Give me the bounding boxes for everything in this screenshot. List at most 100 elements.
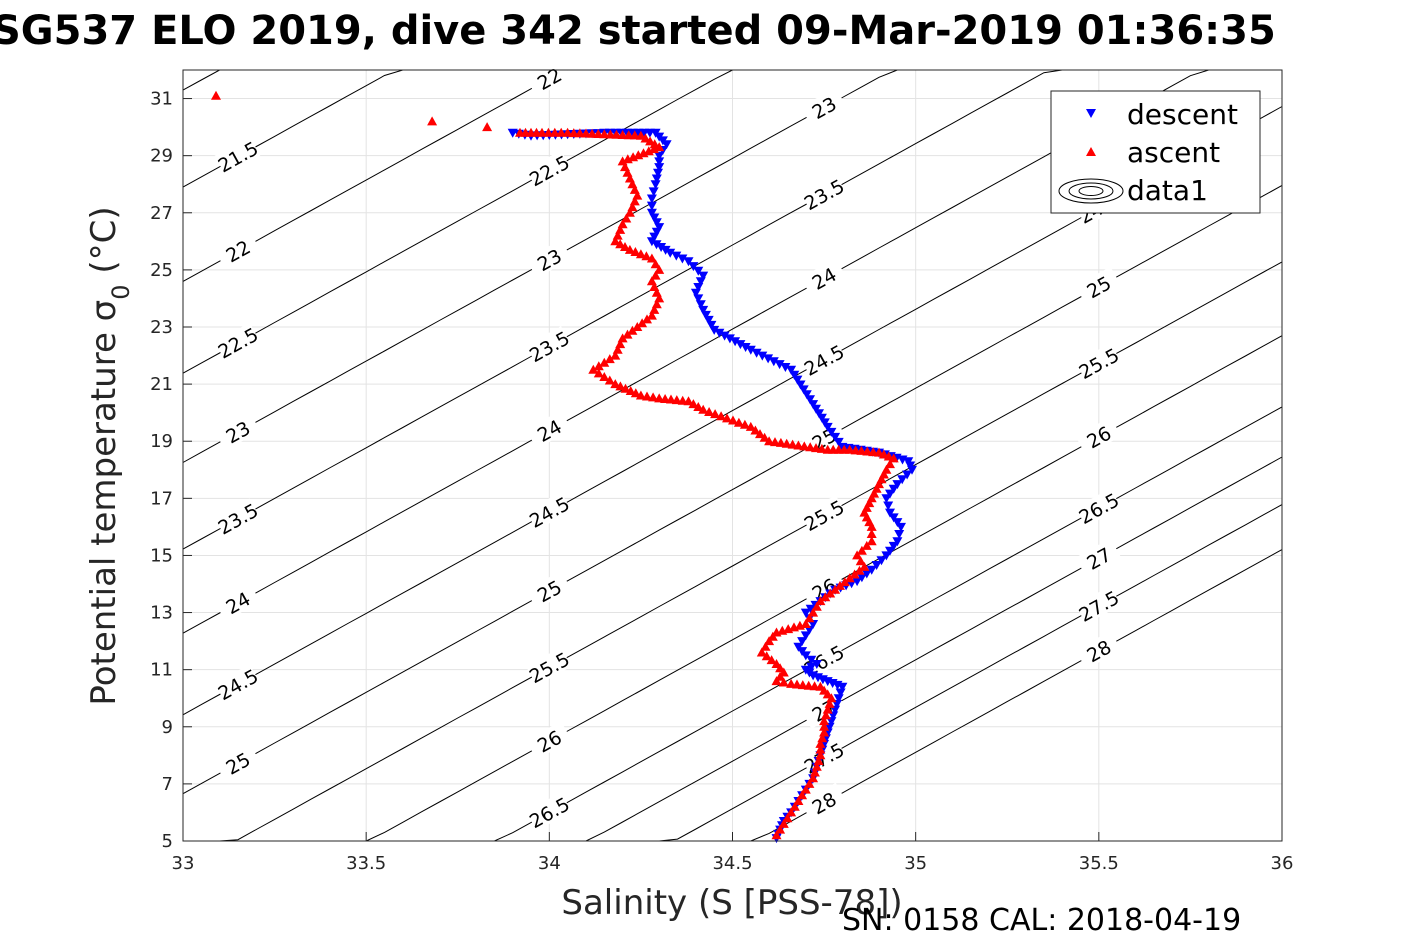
isopycnal-25.5 [183,180,1283,842]
descent-series [507,128,917,844]
ascent-point [855,556,866,566]
x-tick-label: 35 [904,853,927,874]
ascent-point [874,479,884,489]
legend-ascent-marker [1086,147,1096,156]
legend: descent ascent data1 [1050,90,1261,214]
ascent-point [617,333,628,343]
descent-point [805,604,816,614]
descent-point [774,360,785,370]
x-tick-label: 33 [172,853,195,874]
legend-data1-label: data1 [1127,174,1208,207]
ascent-point [427,116,438,126]
ascent-point [698,404,709,414]
ascent-point [556,127,567,137]
contour-label-bg [214,322,261,362]
ascent-point [515,127,525,137]
y-tick-label: 17 [150,488,173,509]
descent-point [894,530,905,539]
descent-point [683,257,694,267]
x-tick-label: 34.5 [712,853,752,874]
ascent-point [612,230,623,240]
ascent-point [817,733,828,743]
ascent-point [645,136,656,146]
descent-point [871,561,882,570]
ascent-point [654,142,665,152]
descent-point [833,437,844,447]
ascent-point [621,213,632,223]
isopycnal-27.5 [586,423,1283,842]
ascent-point [778,818,789,828]
x-tick-label: 36 [1271,853,1294,874]
ascent-point [885,459,895,469]
ascent-point [627,325,638,335]
ascent-point [804,613,815,623]
descent-point [654,163,665,173]
ascent-point [750,425,761,435]
ascent-point [771,830,782,840]
ascent-point [820,710,831,720]
ascent-point [830,584,841,594]
descent-point [837,442,848,452]
contour-label-bg [1075,343,1122,382]
legend-descent-marker [1086,109,1096,118]
ascent-point [786,678,797,688]
ascent-point [615,239,626,249]
serial-calibration-footer: SN: 0158 CAL: 2018-04-19 [842,903,1241,938]
ascent-point [759,432,770,442]
descent-point [698,271,709,281]
y-tick-label: 23 [150,317,173,338]
ascent-point [627,179,638,189]
y-tick-label: 27 [150,203,173,224]
contour-label-bg [526,150,572,189]
contour-label-bg [800,174,847,213]
ascent-point [869,488,880,498]
y-tick-label: 5 [162,831,173,852]
descent-point [671,251,682,261]
descent-point [507,128,518,138]
ascent-point [624,207,635,217]
ascent-point [771,659,782,668]
ascent-point [782,813,793,823]
contour-label-bg [526,570,572,610]
contour-label-bg [1075,266,1122,306]
ascent-point [620,242,630,251]
descent-point [826,427,837,437]
y-tick-label: 29 [150,146,173,167]
ascent-point [804,778,815,788]
ascent-point [866,493,877,503]
ascent-point [593,361,604,371]
contour-label-bg [214,582,261,622]
ascent-point [615,339,626,349]
contour-label-bg [214,498,261,538]
contour-label-bg [526,410,572,449]
ascent-point [549,127,560,137]
isopycnal-27 [494,375,1283,842]
ascent-point [808,773,819,783]
ascent-point [824,698,835,708]
ascent-point [871,483,882,493]
ascent-point [615,224,626,234]
descent-point [688,262,699,272]
ascent-point [809,767,820,777]
ascent-point [654,264,665,274]
ascent-point [593,368,604,378]
descent-point [768,357,779,367]
x-tick-label: 35.5 [1079,853,1119,874]
y-tick-label: 7 [162,774,173,795]
ascent-point [856,545,867,555]
ascent-point [649,139,660,149]
descent-point [800,665,811,675]
descent-point [892,480,903,490]
ascent-point [866,521,877,531]
descent-point [757,351,768,361]
descent-point [646,194,657,204]
ascent-point [646,310,657,320]
ascent-point [800,784,811,794]
descent-point [897,455,908,465]
ascent-point [604,375,615,385]
ascent-point [878,469,889,479]
ascent-point [761,651,772,661]
ascent-point [820,592,831,602]
descent-point [896,522,906,532]
